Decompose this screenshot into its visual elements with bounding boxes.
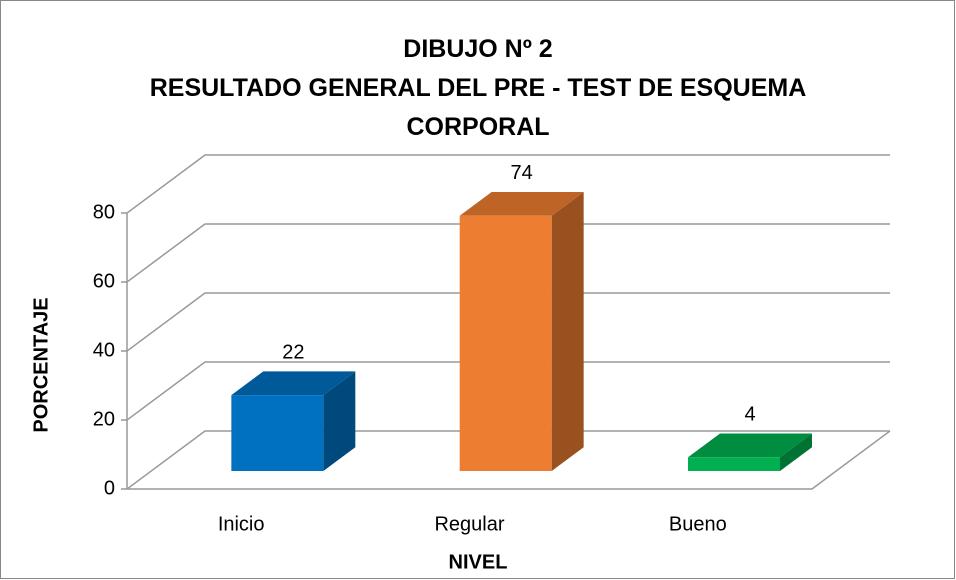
y-tick-label: 20 <box>93 408 115 430</box>
chart-subtitle: RESULTADO GENERAL DEL PRE - TEST DE ESQU… <box>149 74 807 141</box>
bar-side <box>551 191 584 472</box>
floor <box>127 430 891 490</box>
chart-title: DIBUJO Nº 2 <box>403 35 553 63</box>
value-label: 4 <box>744 404 755 426</box>
titles: DIBUJO Nº 2 RESULTADO GENERAL DEL PRE - … <box>128 30 828 147</box>
grid-line <box>126 154 890 214</box>
x-tick-label: Bueno <box>669 513 727 535</box>
bar <box>688 457 781 472</box>
grid-line <box>126 223 890 283</box>
value-label: 74 <box>511 162 533 184</box>
bar <box>231 395 324 472</box>
bar-top <box>688 433 812 458</box>
value-label: 22 <box>282 342 304 364</box>
y-axis-label: PORCENTAJE <box>30 297 52 432</box>
bar-side <box>323 371 356 472</box>
y-tick-label: 40 <box>93 339 115 361</box>
x-tick-label: Regular <box>434 513 504 535</box>
y-tick-label: 0 <box>104 477 115 499</box>
x-tick-label: Inicio <box>218 513 265 535</box>
bar-side <box>780 433 812 472</box>
bar-top <box>231 371 356 396</box>
grid-line <box>126 430 890 490</box>
grid-line <box>126 361 890 421</box>
grid-line <box>126 292 890 352</box>
x-axis-label: NIVEL <box>449 551 508 573</box>
bar <box>459 215 552 472</box>
y-tick-label: 80 <box>93 201 115 223</box>
bar-top <box>459 191 584 216</box>
y-tick-label: 60 <box>93 270 115 292</box>
